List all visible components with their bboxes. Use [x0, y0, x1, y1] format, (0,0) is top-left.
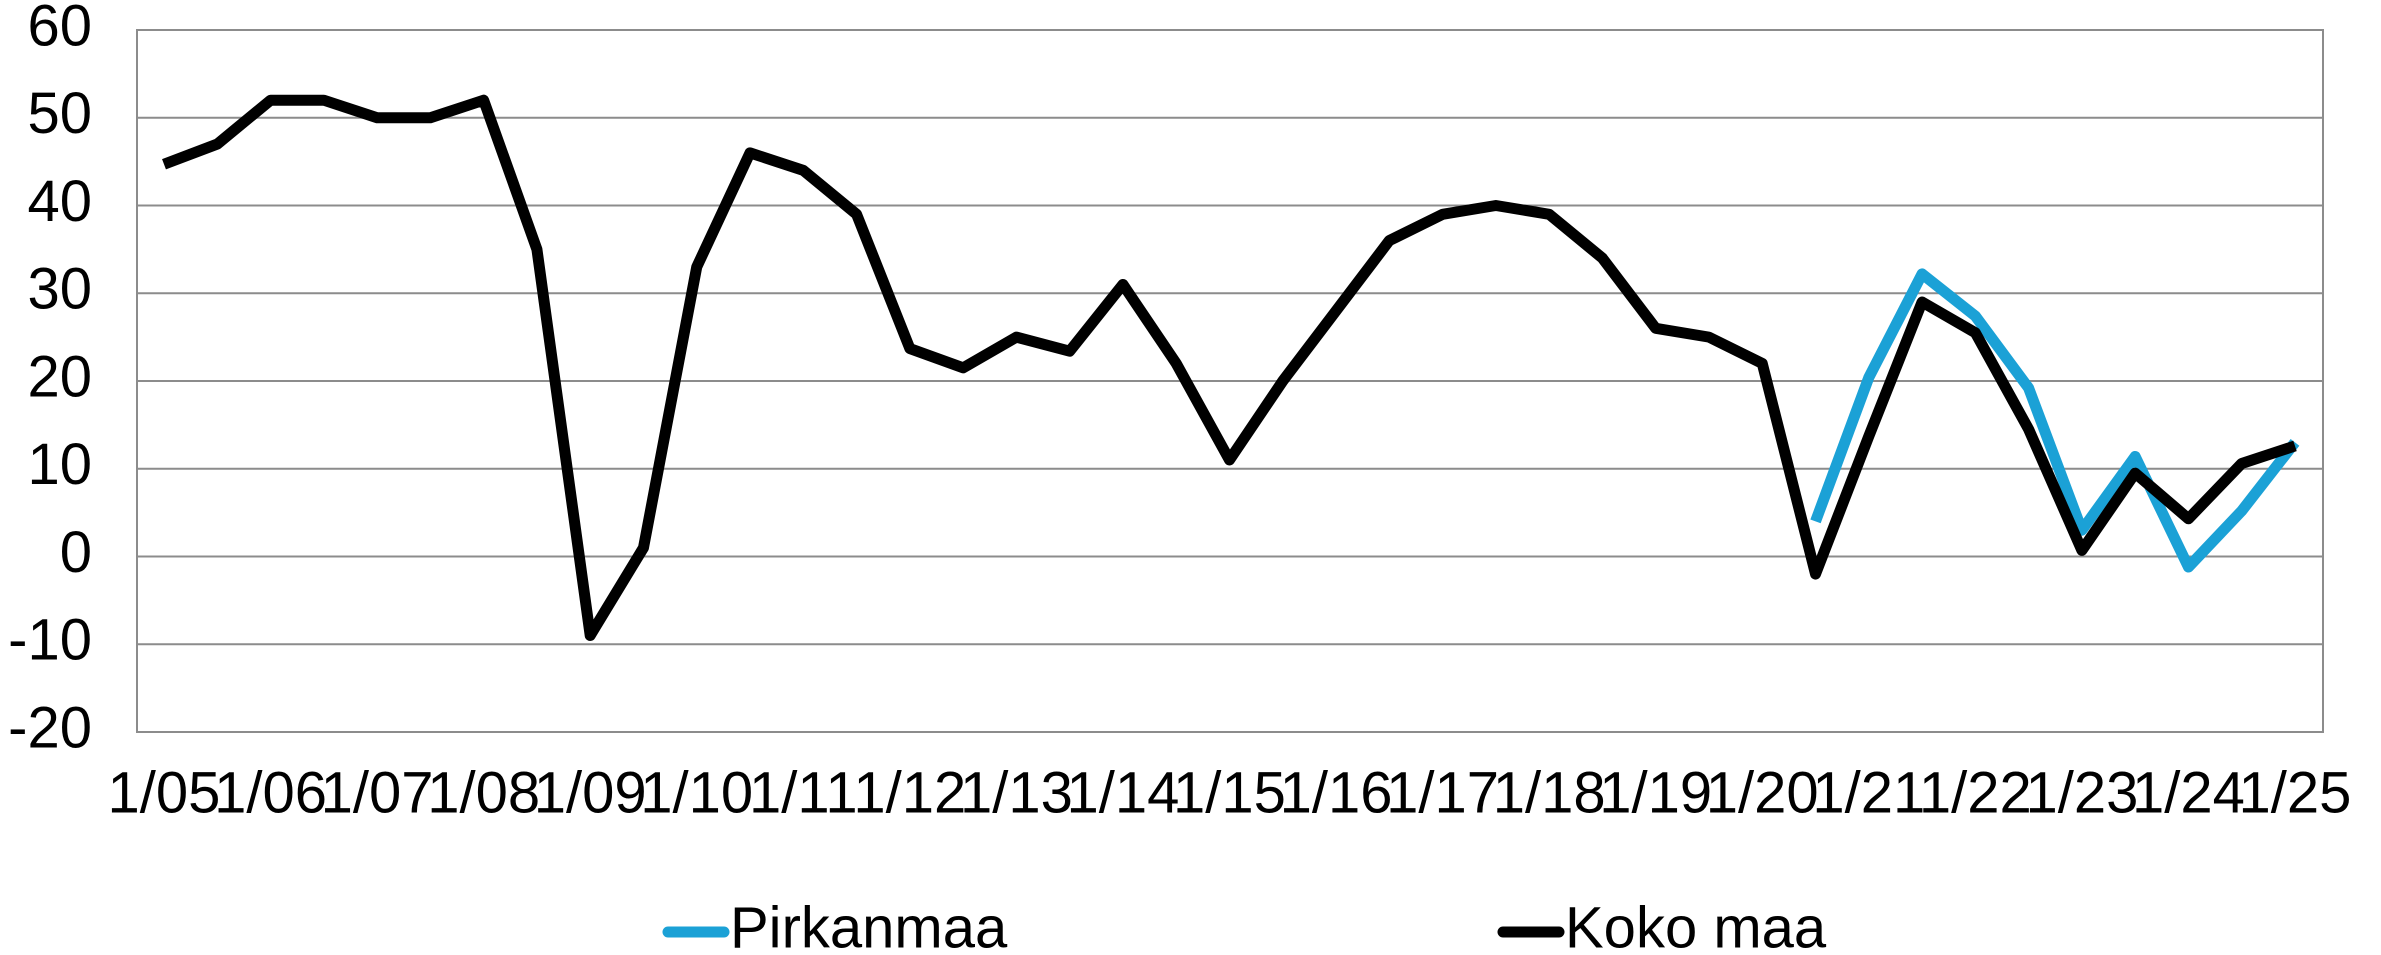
x-tick-label: 1/16 [1280, 760, 1393, 825]
y-tick-label: 0 [60, 520, 92, 585]
x-tick-label: 1/05 [108, 760, 221, 825]
legend-label: Koko maa [1565, 895, 1827, 955]
x-tick-label: 1/09 [534, 760, 647, 825]
legend-label: Pirkanmaa [730, 895, 1008, 955]
y-tick-label: -20 [8, 695, 92, 760]
x-tick-label: 1/25 [2239, 760, 2352, 825]
x-tick-label: 1/22 [1919, 760, 2032, 825]
y-tick-label: 10 [27, 432, 92, 497]
x-tick-label: 1/24 [2132, 760, 2245, 825]
x-tick-label: 1/10 [640, 760, 753, 825]
y-tick-label: 30 [27, 257, 92, 322]
x-tick-label: 1/19 [1599, 760, 1712, 825]
plot-border [136, 29, 2324, 733]
x-tick-label: 1/21 [1812, 760, 1925, 825]
x-tick-label: 1/20 [1706, 760, 1819, 825]
x-tick-label: 1/06 [214, 760, 327, 825]
y-tick-label: 50 [27, 81, 92, 146]
x-tick-label: 1/23 [2025, 760, 2138, 825]
x-tick-label: 1/15 [1173, 760, 1286, 825]
x-tick-label: 1/18 [1493, 760, 1606, 825]
x-tick-label: 1/17 [1386, 760, 1499, 825]
x-tick-label: 1/07 [321, 760, 434, 825]
y-tick-label: 20 [27, 344, 92, 409]
x-tick-label: 1/13 [960, 760, 1073, 825]
line [162, 94, 2297, 641]
y-tick-label: -10 [8, 608, 92, 673]
x-tick-label: 1/14 [1067, 760, 1180, 825]
y-tick-label: 60 [27, 0, 92, 58]
line [1810, 268, 2300, 573]
x-tick-label: 1/12 [853, 760, 966, 825]
x-tick-label: 1/08 [427, 760, 540, 825]
x-tick-label: 1/11 [749, 760, 858, 825]
y-tick-label: 40 [27, 169, 92, 234]
